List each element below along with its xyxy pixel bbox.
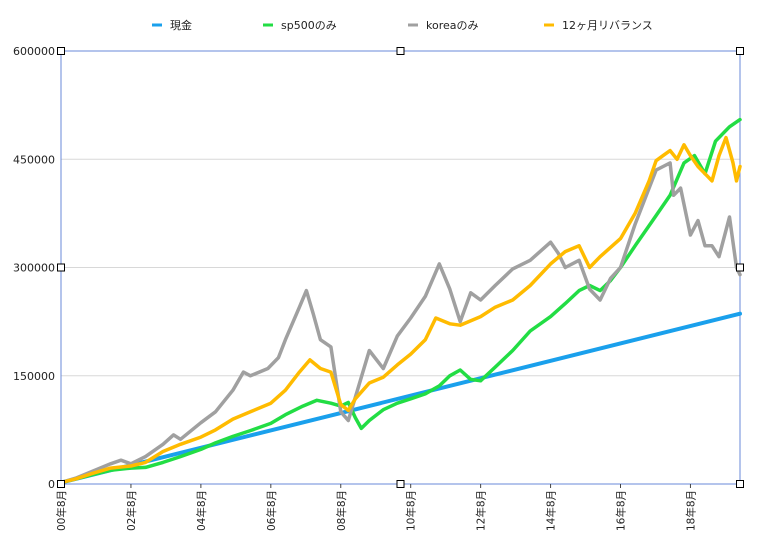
resize-handle[interactable]	[736, 263, 744, 272]
resize-handle[interactable]	[736, 480, 744, 488]
resize-handle[interactable]	[396, 480, 405, 488]
resize-handle[interactable]	[736, 47, 744, 55]
series-line-3	[59, 135, 742, 485]
y-tick-label: 300000	[13, 262, 55, 275]
x-tick-label: 14年8月	[545, 490, 558, 531]
series-line-2	[59, 161, 742, 485]
x-tick-label: 10年8月	[405, 490, 418, 531]
series-line-0	[59, 311, 742, 485]
x-tick-label: 16年8月	[615, 490, 628, 531]
y-tick-label: 450000	[13, 153, 55, 166]
x-tick-label: 12年8月	[475, 490, 488, 531]
x-tick-label: 02年8月	[125, 490, 138, 531]
x-tick-label: 04年8月	[195, 490, 208, 531]
legend: 現金 sp500のみ koreaのみ 12ヶ月リバランス	[152, 18, 653, 32]
resize-handle[interactable]	[396, 47, 405, 55]
y-tick-label: 600000	[13, 45, 55, 58]
legend-label: 現金	[170, 18, 192, 32]
resize-handle[interactable]	[57, 480, 65, 488]
x-tick-label: 18年8月	[684, 490, 697, 531]
selection-handles	[57, 47, 744, 488]
x-tick-label: 08年8月	[335, 490, 348, 531]
x-tick-label: 06年8月	[265, 490, 278, 531]
series-line-1	[59, 117, 742, 485]
legend-label: 12ヶ月リバランス	[562, 19, 653, 32]
resize-handle[interactable]	[57, 263, 65, 272]
legend-label: koreaのみ	[426, 19, 479, 32]
y-tick-label: 150000	[13, 370, 55, 383]
resize-handle[interactable]	[57, 47, 65, 55]
y-tick-label: 0	[48, 478, 55, 491]
series-lines	[59, 117, 742, 485]
axes: 0 150000 300000 450000 600000 00年8月 02年8月 04年8月…	[13, 45, 741, 531]
legend-label: sp500のみ	[281, 19, 337, 32]
x-tick-label: 00年8月	[55, 490, 68, 531]
